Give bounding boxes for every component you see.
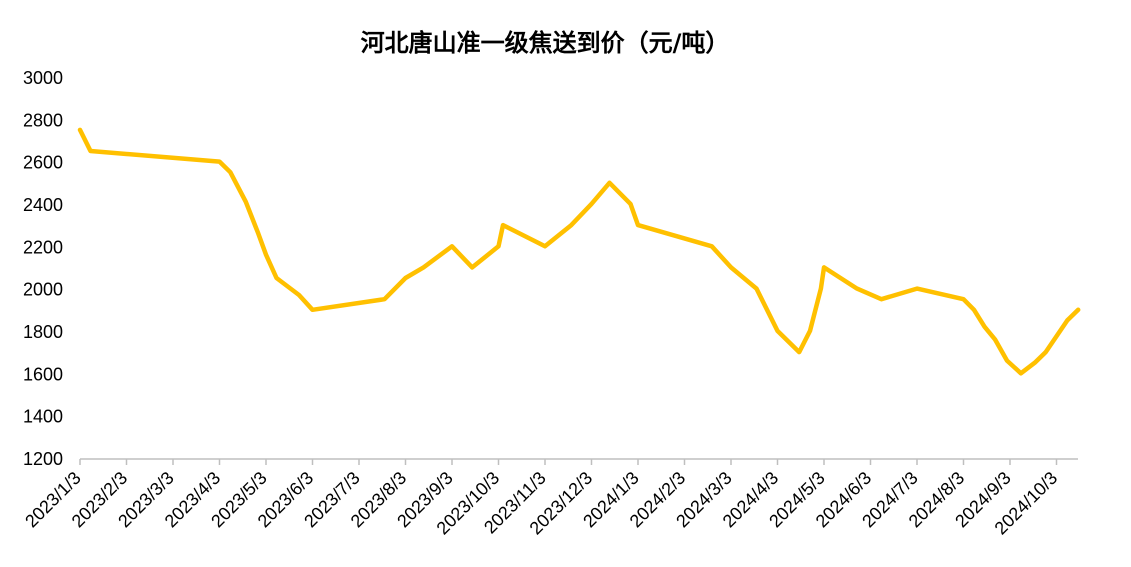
x-axis: 2023/1/32023/2/32023/3/32023/4/32023/5/3… [21,458,1078,538]
y-tick-label: 2800 [23,110,63,130]
y-tick-label: 1400 [23,407,63,427]
y-tick-label: 3000 [23,68,63,88]
y-tick-label: 2400 [23,195,63,215]
y-tick-label: 1200 [23,449,63,469]
chart-title: 河北唐山准一级焦送到价（元/吨） [361,29,730,57]
y-axis: 1200 1400 1600 1800 2000 2200 2400 2600 2800 3000 [23,68,63,469]
y-tick-label: 2000 [23,280,63,300]
series-group [77,127,1081,376]
y-tick-label: 1600 [23,364,63,384]
series-line [77,127,1081,376]
y-tick-label: 2600 [23,153,63,173]
y-tick-label: 1800 [23,322,63,342]
y-tick-label: 2200 [23,237,63,257]
